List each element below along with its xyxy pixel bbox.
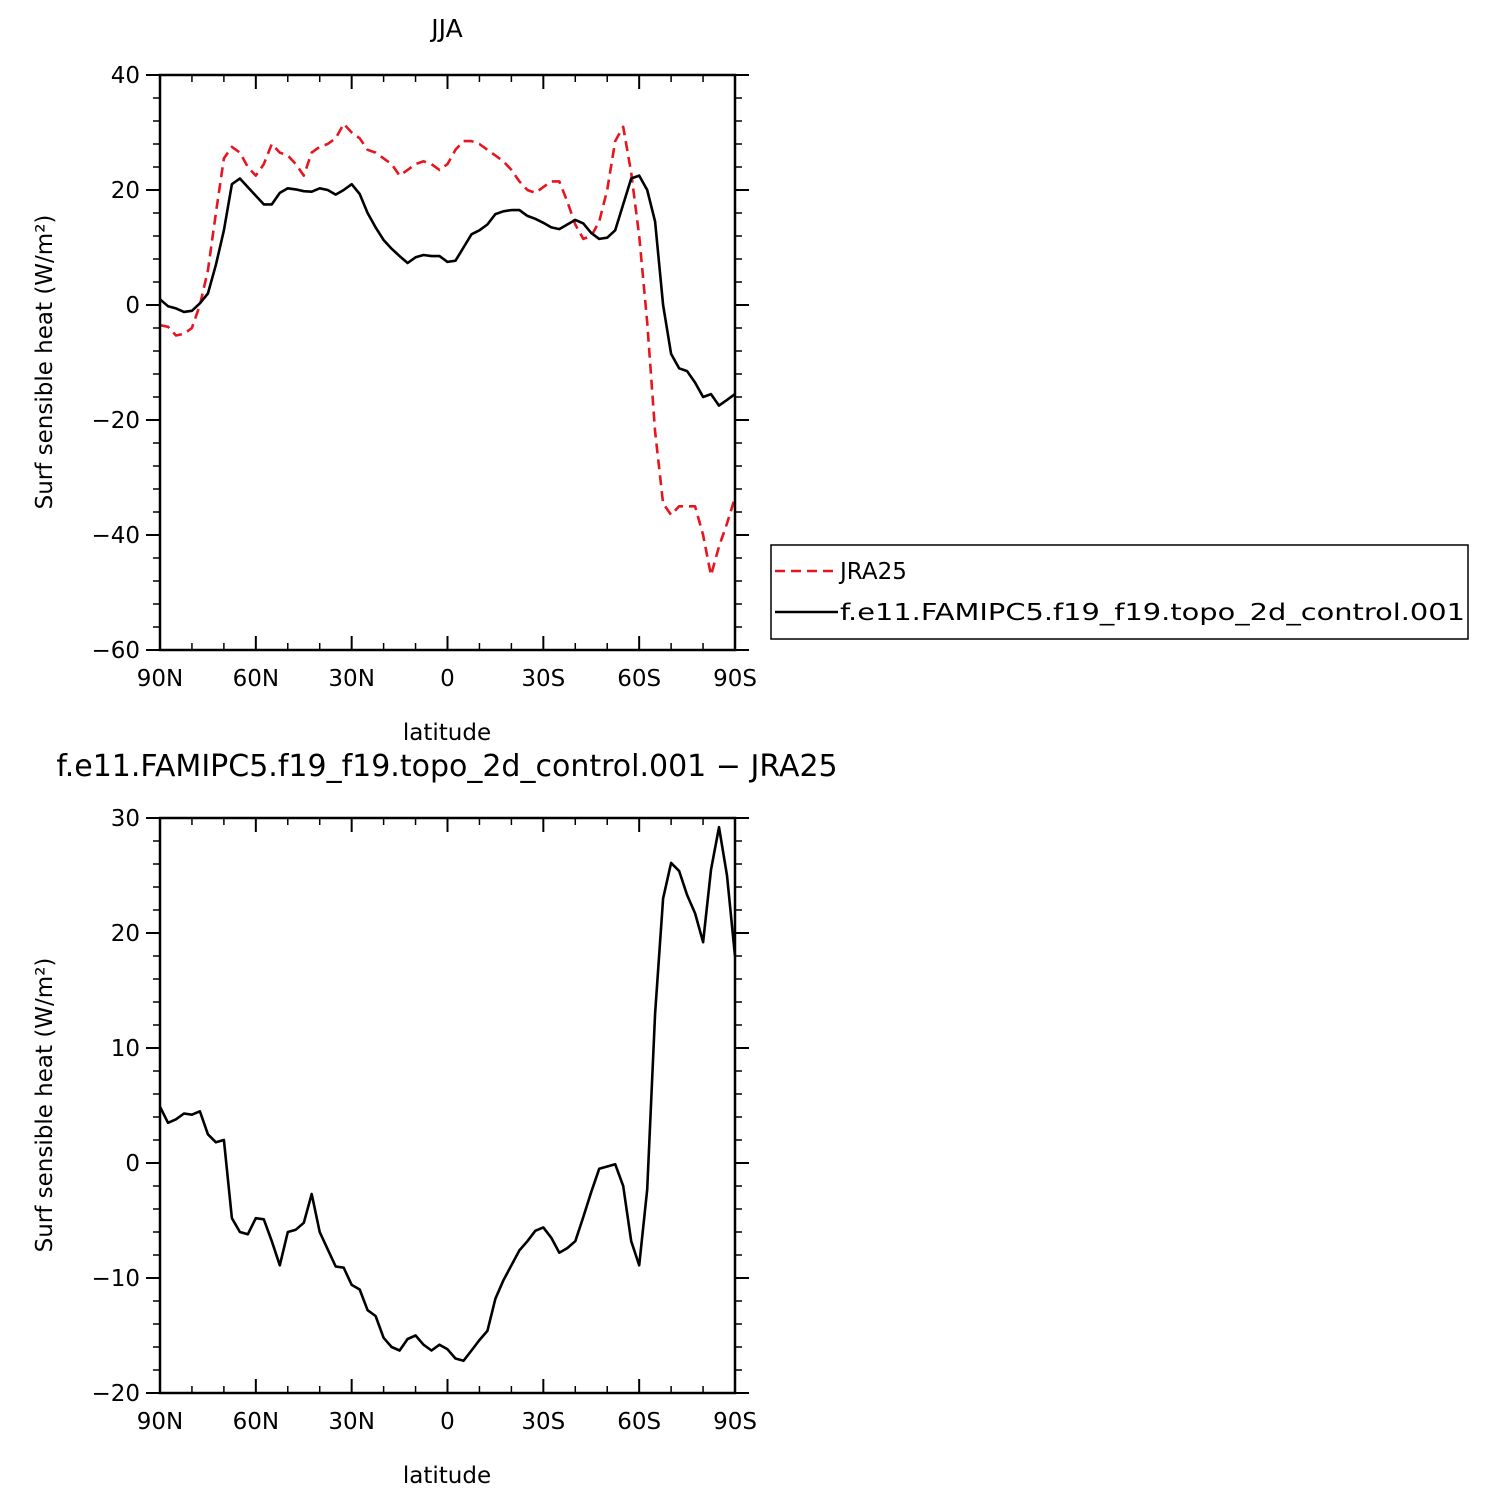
plot-frame	[158, 816, 737, 1395]
x-tick-label: 60S	[617, 1409, 661, 1435]
x-tick-label: 90N	[137, 666, 183, 692]
series-line-2	[159, 174, 736, 407]
x-tick-label: 30N	[328, 666, 374, 692]
y-tick-label: −40	[91, 523, 140, 549]
legend-label-jra25: JRA25	[838, 559, 907, 585]
y-tick-label: 30	[111, 806, 140, 832]
x-axis-label: latitude	[403, 1463, 491, 1489]
x-tick-label: 30S	[521, 1409, 565, 1435]
series-line-1	[159, 122, 737, 577]
y-tick-label: −10	[91, 1266, 140, 1292]
y-tick-label: 10	[111, 1036, 140, 1062]
x-tick-label: 90S	[713, 1409, 757, 1435]
legend-label-model: f.e11.FAMIPC5.f19_f19.topo_2d_control.00…	[840, 600, 1465, 626]
y-axis-label: Surf sensible heat (W/m²)	[32, 215, 58, 510]
x-tick-label: 30S	[521, 666, 565, 692]
y-tick-label: 40	[111, 63, 140, 89]
legend-frame	[770, 544, 1469, 640]
y-tick-label: −20	[91, 408, 140, 434]
y-tick-label: 20	[111, 921, 140, 947]
y-axis-label: Surf sensible heat (W/m²)	[32, 958, 58, 1253]
x-tick-label: 60S	[617, 666, 661, 692]
plot-frame	[158, 73, 737, 652]
x-tick-label: 0	[440, 1409, 455, 1435]
y-tick-label: −60	[91, 638, 140, 664]
x-axis-label: latitude	[403, 720, 491, 746]
y-tick-label: −20	[91, 1381, 140, 1407]
x-tick-label: 90S	[713, 666, 757, 692]
series-line-1	[158, 825, 737, 1363]
y-tick-label: 0	[125, 293, 140, 319]
x-tick-label: 60N	[233, 1409, 279, 1435]
x-tick-label: 0	[440, 666, 455, 692]
chart-title: f.e11.FAMIPC5.f19_f19.topo_2d_control.00…	[56, 749, 837, 784]
chart-title: JJA	[429, 14, 462, 43]
y-tick-label: 20	[111, 178, 140, 204]
x-tick-label: 30N	[328, 1409, 374, 1435]
legend: JRA25 f.e11.FAMIPC5.f19_f19.topo_2d_cont…	[770, 544, 1469, 640]
x-tick-label: 90N	[137, 1409, 183, 1435]
y-tick-label: 0	[125, 1151, 140, 1177]
x-tick-label: 60N	[233, 666, 279, 692]
